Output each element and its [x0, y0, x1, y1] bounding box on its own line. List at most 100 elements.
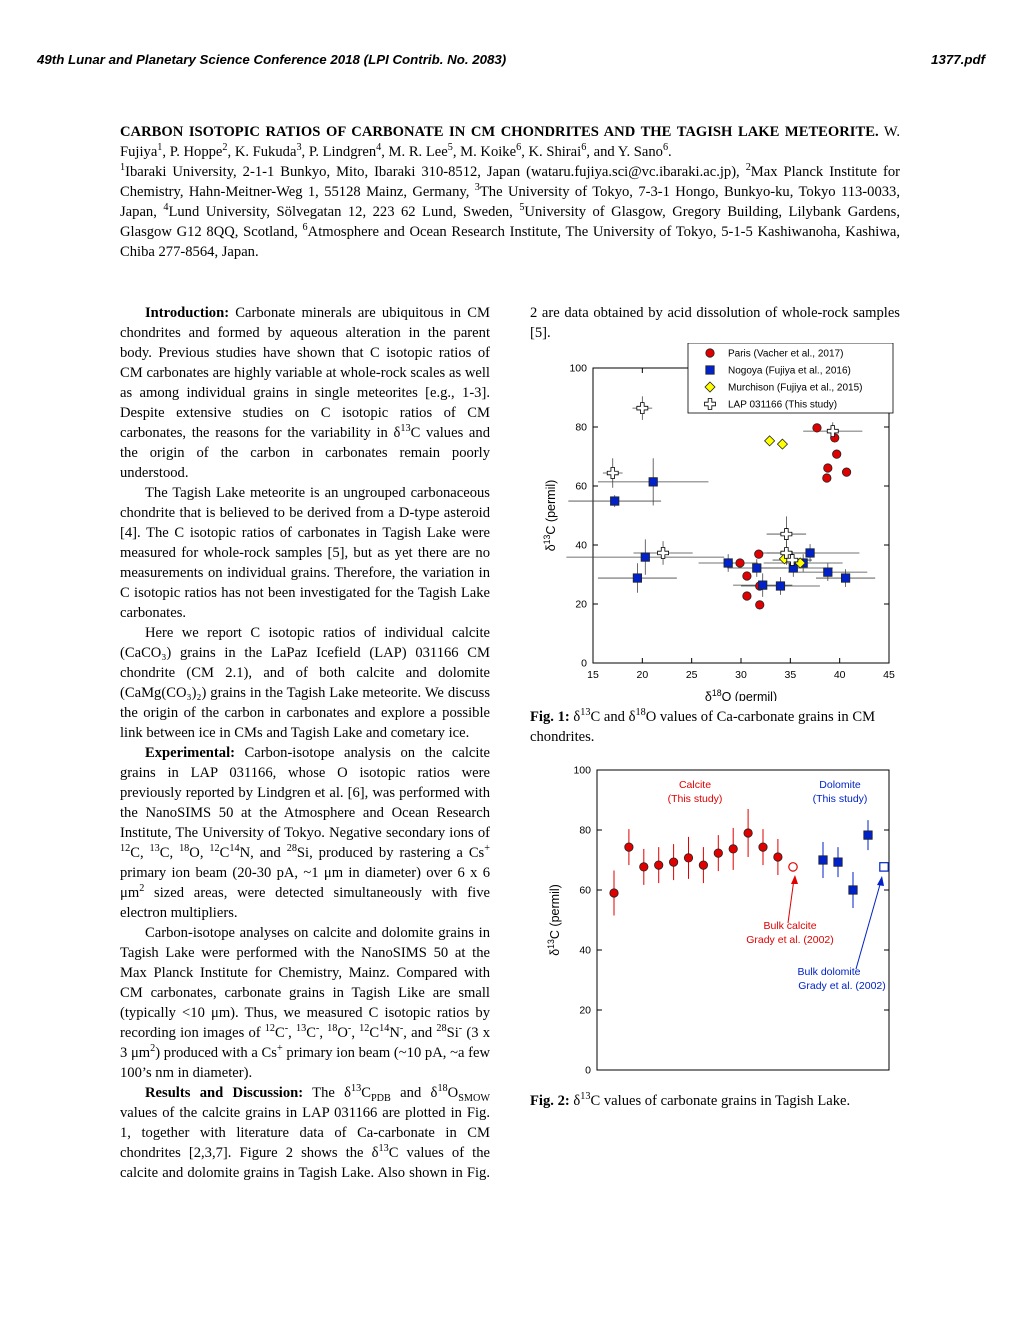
y-tick-label: 60: [579, 885, 591, 897]
point: [826, 425, 839, 438]
point: [823, 567, 833, 577]
y-tick-label: 20: [575, 599, 587, 611]
annotation: (This study): [813, 793, 868, 805]
point: [742, 591, 752, 601]
annotation: Bulk dolomite: [797, 966, 860, 978]
text-run: sized areas, were detected simultaneousl…: [120, 885, 490, 921]
text-run: C: [361, 1085, 371, 1101]
point: [758, 580, 768, 590]
text-run: C values and the origin of the carbon in…: [120, 425, 490, 481]
text-run: Max Planck Institute for Chemistry, Hahn…: [120, 164, 901, 200]
paragraph: Experimental: Carbon-isotope analysis on…: [120, 743, 490, 923]
text-run: ,: [351, 1025, 360, 1041]
title-authors: CARBON ISOTOPIC RATIOS OF CARBONATE IN C…: [120, 122, 900, 162]
point: [723, 558, 733, 568]
point: [818, 855, 828, 865]
text-run: .: [668, 144, 672, 160]
text-sup: 13: [378, 1143, 389, 1155]
text-sup: 6: [662, 142, 669, 154]
y-tick-label: 0: [585, 1065, 591, 1077]
point: [832, 449, 842, 459]
point: [624, 842, 634, 852]
text-run: C values of the calcite and dolomite gra…: [120, 305, 900, 1181]
y-tick-label: 80: [579, 825, 591, 837]
figure-2: 0 20 40 60 80 100 δ13C (permil) Calcite (This st…: [530, 755, 900, 1111]
text-sup: 18: [712, 688, 722, 698]
y-tick-label: 60: [575, 481, 587, 493]
text-run: O (permil): [722, 690, 778, 701]
chart: 0 20 40 60 80 100 δ13C (permil) Calcite (This st…: [546, 765, 890, 1077]
text-sup: 5: [519, 202, 525, 214]
text-run: W. Fujiya: [120, 124, 900, 160]
plot-frame: [596, 769, 890, 1071]
text-run: O: [447, 1085, 459, 1101]
text-sup: 28: [286, 843, 297, 855]
paragraph: Here we report C isotopic ratios of indi…: [120, 623, 490, 743]
text-sup: 14: [379, 1023, 390, 1035]
text-sup: -: [284, 1023, 289, 1035]
x-tick-label: 40: [834, 669, 846, 681]
point: [773, 852, 783, 862]
arrow: [855, 880, 882, 970]
legend-label: Paris (Vacher et al., 2017): [728, 349, 843, 360]
text-run: C values of carbonate grains in Tagish L…: [590, 1093, 851, 1109]
text-run: δ: [548, 949, 562, 956]
text-sup: 2: [745, 162, 751, 174]
text-sup: 1: [157, 142, 163, 154]
text-run: C: [369, 1025, 380, 1041]
text-run: C,: [130, 845, 150, 861]
text-run: values of the calcite grains in LAP 0311…: [120, 1105, 490, 1161]
body-columns: Introduction: Carbonate minerals are ubi…: [120, 303, 900, 1203]
text-run: O values of Ca-carbonate grains in CM ch…: [530, 709, 876, 745]
text-sup: 13: [542, 534, 552, 544]
text-sup: 18: [635, 707, 646, 719]
text-run: , P. Lindgren: [301, 144, 377, 160]
text-sup: 14: [229, 843, 240, 855]
x-tick-label: 20: [636, 669, 648, 681]
point: [728, 844, 738, 854]
text-run: C: [275, 1025, 285, 1041]
point: [648, 477, 658, 487]
text-run: Lund University, Sölvegatan 12, 223 62 L…: [168, 204, 520, 220]
legend-marker: [705, 348, 715, 358]
text-run: and δ: [390, 1085, 438, 1101]
text-sup: 4: [163, 202, 169, 214]
text-run: Carbon-isotope analysis on the calcite g…: [120, 745, 490, 841]
point: [879, 862, 889, 872]
text-run: Ibaraki University, 2-1-1 Bunkyo, Mito, …: [125, 164, 746, 180]
text-sup: 3: [296, 142, 302, 154]
text-sup: 18: [437, 1083, 448, 1095]
text-sup: 13: [295, 1023, 307, 1035]
annotation: Grady et al. (2002): [798, 980, 886, 992]
text-b: Fig. 2:: [530, 1093, 570, 1109]
point: [698, 860, 708, 870]
body-text: Introduction: Carbonate minerals are ubi…: [120, 303, 900, 1203]
text-run: C,: [159, 845, 180, 861]
point: [713, 848, 723, 858]
text-run: C (permil): [548, 884, 562, 939]
point: [775, 581, 786, 591]
y-tick-label: 100: [569, 363, 587, 375]
figure-1: 0 20 40 60 80 100 δ13C (permil) 15 20 25 30 35 40 45 δ…: [530, 342, 900, 747]
text-sup: 12: [264, 1023, 275, 1035]
text-run: C: [219, 845, 230, 861]
point: [822, 473, 832, 483]
point: [841, 467, 852, 477]
text-run: δ: [569, 709, 581, 725]
point: [735, 558, 745, 568]
x-axis-label: δ18O (permil): [705, 688, 777, 701]
paragraph: Carbon-isotope analyses on calcite and d…: [120, 923, 490, 1083]
text-run: C: [306, 1025, 316, 1041]
point: [780, 528, 793, 540]
text-sup: 12: [209, 843, 220, 855]
text-b: Results and Discussion:: [145, 1085, 304, 1101]
text-run: O,: [189, 845, 210, 861]
text-run: δ: [569, 1093, 581, 1109]
y-tick-label: 40: [579, 945, 591, 957]
annotation: Grady et al. (2002): [746, 934, 834, 946]
point: [610, 496, 620, 506]
annotation: Bulk calcite: [763, 920, 816, 932]
header-right: 1377.pdf: [931, 52, 985, 67]
text-run: , M. Koike: [452, 144, 517, 160]
